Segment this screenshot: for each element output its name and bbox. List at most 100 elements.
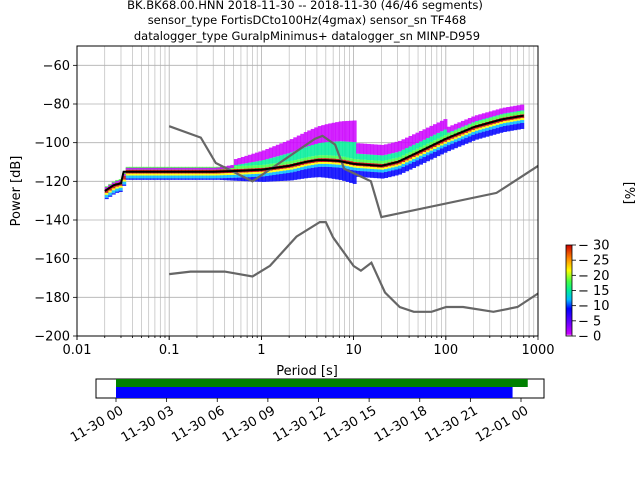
heatmap-cell [265, 164, 270, 168]
heatmap-cell [251, 172, 256, 175]
heatmap-cell [415, 132, 420, 144]
heatmap-cell [153, 178, 158, 180]
heatmap-cell [467, 117, 472, 124]
heatmap-cell [471, 122, 476, 124]
heatmap-cell [384, 169, 389, 172]
heatmap-cell [422, 145, 427, 149]
heatmap-cell [464, 119, 469, 126]
heatmap-cell [139, 175, 144, 179]
x-axis-label: Period [s] [276, 364, 338, 379]
heatmap-cell [136, 167, 141, 170]
heatmap-cell [432, 134, 437, 141]
heatmap-cell [206, 173, 210, 176]
heatmap-cell [111, 184, 116, 189]
heatmap-cell [471, 131, 476, 135]
heatmap-cell [467, 123, 472, 125]
heatmap-cell [331, 164, 336, 168]
heatmap-cell [216, 178, 221, 180]
heatmap-cell [178, 173, 183, 176]
heatmap-cell [125, 178, 130, 180]
heatmap-cell [415, 148, 420, 152]
heatmap-cell [436, 138, 441, 142]
heatmap-cell [394, 152, 399, 158]
heatmap-cell [150, 173, 155, 176]
heatmap-cell [377, 172, 382, 179]
colorbar-tick-label: − 10 [578, 299, 610, 314]
heatmap-cell [338, 121, 343, 142]
plot-frame [76, 45, 539, 337]
heatmap-cell [335, 122, 340, 142]
heatmap-cell [188, 178, 193, 180]
heatmap-cell [474, 128, 479, 131]
y-tick-label: −100 [34, 136, 70, 151]
heatmap-cell [408, 146, 413, 153]
heatmap-cell [331, 141, 336, 156]
heatmap-cell [188, 173, 193, 176]
heatmap-cell [275, 171, 280, 175]
heatmap-cell [481, 128, 486, 132]
heatmap-cell [314, 155, 319, 159]
heatmap-cell [296, 165, 301, 168]
heatmap-cell [300, 148, 305, 159]
heatmap-cell [331, 122, 336, 142]
heatmap-cell [345, 164, 350, 167]
heatmap-cell [418, 147, 423, 150]
heatmap-cell [251, 153, 256, 162]
colorbar-tick-label: − 30 [578, 239, 610, 254]
heatmap-cell [422, 154, 427, 157]
heatmap-cell [272, 170, 277, 173]
heatmap-cell [352, 142, 357, 159]
heatmap-cell [275, 169, 280, 172]
heatmap-cell [136, 175, 141, 179]
heatmap-cell [457, 128, 462, 130]
heatmap-cell [247, 154, 252, 163]
heatmap-cell [391, 170, 396, 177]
heatmap-cell [432, 124, 437, 135]
heatmap-cell [300, 169, 305, 179]
heatmap-cell [192, 175, 197, 179]
heatmap-cell [485, 119, 490, 122]
heatmap-cell [411, 134, 416, 145]
heatmap-cell [391, 153, 396, 159]
heatmap-cell [418, 130, 423, 142]
heatmap-cell [300, 133, 305, 149]
heatmap-cell [171, 167, 176, 170]
heatmap-cell [415, 155, 420, 158]
heatmap-cell [212, 173, 217, 176]
heatmap-cell [363, 143, 368, 155]
heatmap-cell [460, 126, 465, 128]
heatmap-cell [268, 172, 273, 176]
heatmap-cell [104, 197, 109, 200]
heatmap-cell [226, 175, 231, 178]
heatmap-cell [240, 177, 245, 182]
heatmap-cell [481, 131, 486, 138]
heatmap-cell [258, 151, 263, 161]
heatmap-cell [359, 168, 364, 172]
plot-background [77, 46, 538, 336]
coverage-bar-blue [116, 387, 513, 398]
heatmap-cell [436, 122, 441, 133]
heatmap-cell [443, 146, 448, 153]
timeline-tick-label: 11-30 12 [271, 403, 329, 445]
heatmap-cell [509, 112, 514, 114]
heatmap-cell [307, 156, 312, 160]
heatmap-cell [272, 157, 277, 164]
colorbar-tick-label: − 25 [578, 254, 610, 269]
heatmap-cell [317, 163, 322, 167]
y-tick-label: −200 [34, 330, 70, 345]
heatmap-cell [279, 162, 284, 166]
heatmap-cell [342, 168, 347, 181]
heatmap-cell [265, 173, 270, 176]
heatmap-cell [164, 167, 169, 170]
heatmap-cell [460, 139, 465, 146]
heatmap-cell [478, 114, 483, 121]
heatmap-cell [387, 171, 392, 178]
heatmap-cell [331, 162, 336, 165]
timeline-tick-label: 12-01 00 [473, 403, 531, 445]
heatmap-cell [411, 150, 416, 154]
heatmap-cell [157, 178, 162, 180]
heatmap-cell [513, 119, 518, 122]
heatmap-cell [181, 178, 186, 180]
heatmap-cell [349, 120, 354, 142]
